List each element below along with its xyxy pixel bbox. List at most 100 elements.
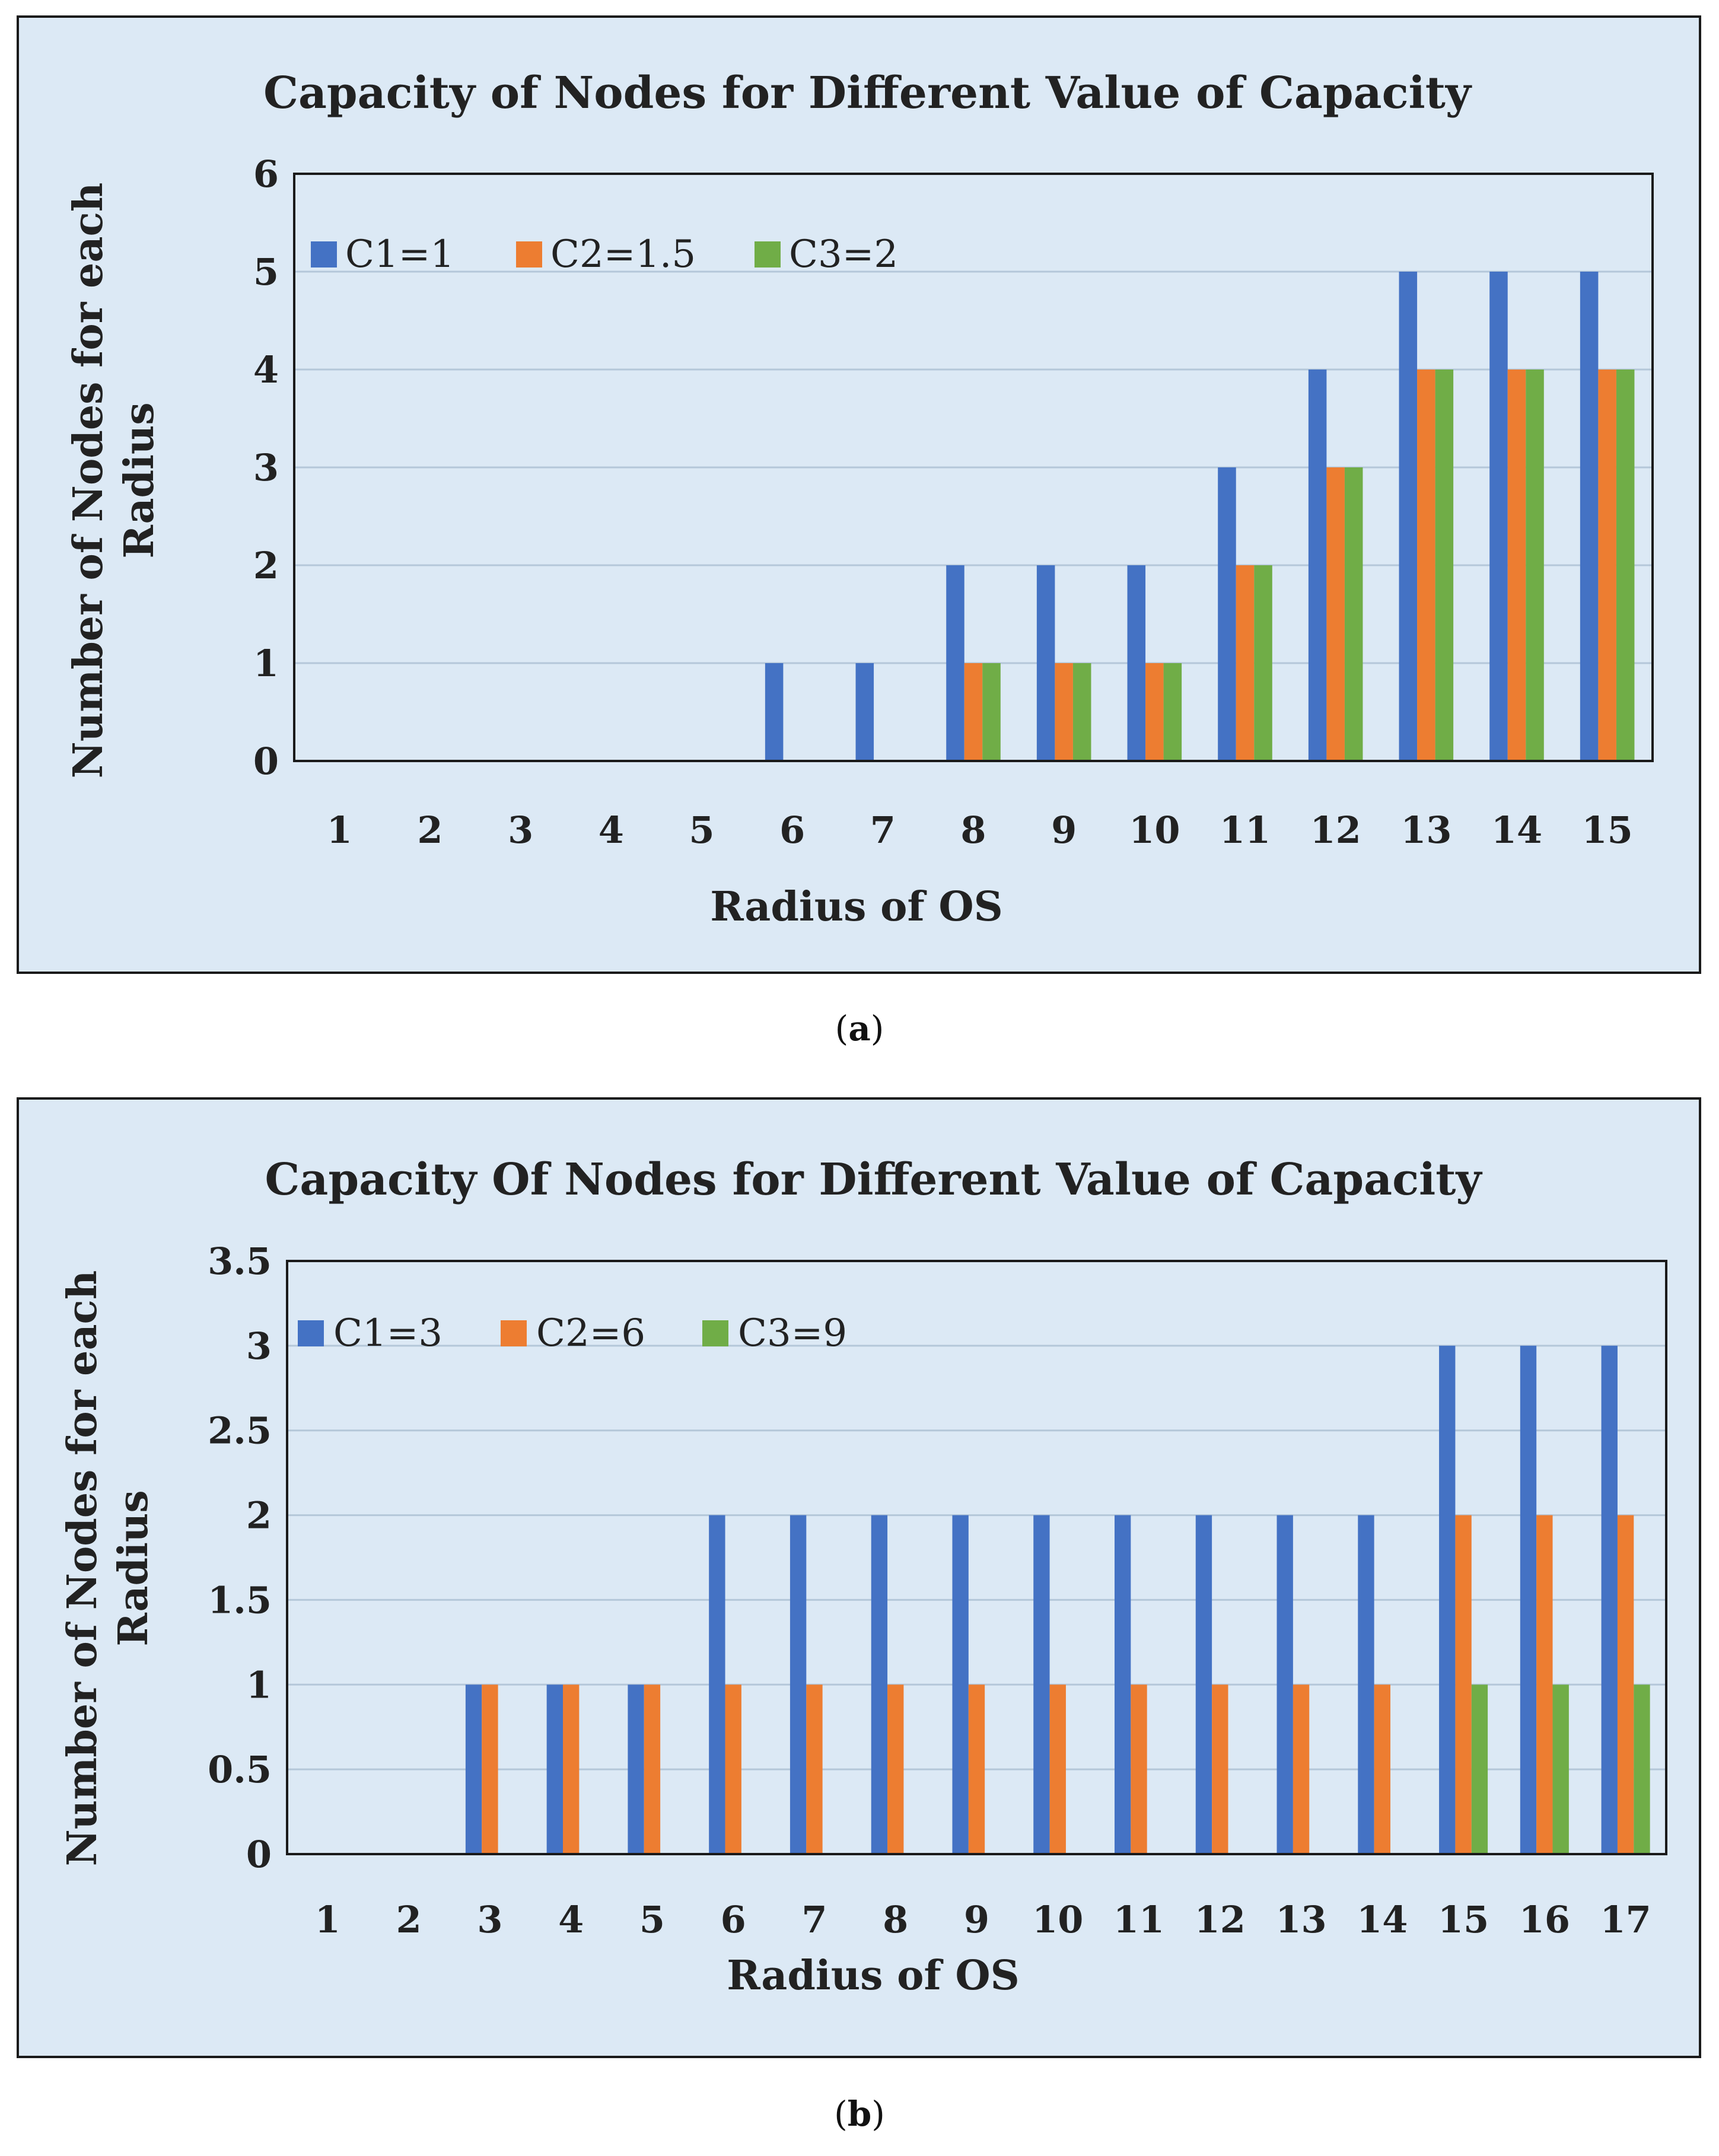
bar-C2=6-r9 [968, 1684, 985, 1854]
chart-b-plot-frame [286, 1260, 1667, 1855]
bar-C3=9-r15 [1471, 1684, 1488, 1854]
x-tick-label: 6 [721, 1898, 746, 1941]
bar-C1=3-r8 [871, 1515, 888, 1854]
caption-a-close: ) [870, 1008, 884, 1049]
chart-b-title: Capacity Of Nodes for Different Value of… [265, 1154, 1483, 1205]
chart-a-ylabel-line2: Radius [116, 402, 163, 558]
x-tick-label: 15 [1438, 1898, 1489, 1941]
x-tick-label: 14 [1491, 808, 1542, 852]
bar-C1=1-r9 [1036, 565, 1055, 761]
x-tick-label: 17 [1600, 1898, 1651, 1941]
chart-b-xlabel: Radius of OS [727, 1952, 1020, 1999]
x-tick-label: 4 [558, 1898, 584, 1941]
bar-C1=3-r12 [1195, 1515, 1212, 1854]
bar-C3=2-r12 [1344, 467, 1363, 761]
bar-C1=1-r8 [946, 565, 964, 761]
legend-swatch-c1 [298, 1320, 324, 1346]
bar-C2=6-r14 [1374, 1684, 1390, 1854]
legend-swatch-c2 [501, 1320, 527, 1346]
bar-C2=6-r15 [1455, 1515, 1472, 1854]
bar-C1=1-r12 [1308, 370, 1327, 761]
bar-C1=1-r10 [1127, 565, 1146, 761]
bar-C2=6-r8 [887, 1684, 904, 1854]
caption-b-letter: b [847, 2094, 872, 2134]
bar-C3=9-r16 [1552, 1684, 1569, 1854]
legend-label-c2: C2=1.5 [550, 233, 696, 276]
legend-swatch-c3 [702, 1320, 728, 1346]
x-tick-label: 2 [396, 1898, 422, 1941]
y-tick-label: 1 [253, 642, 279, 685]
bar-C2=1.5-r9 [1055, 663, 1073, 761]
x-tick-label: 5 [639, 1898, 665, 1941]
bar-C2=1.5-r8 [964, 663, 983, 761]
chart-b-svg: Capacity Of Nodes for Different Value of… [59, 1154, 1667, 1999]
chart-a-xlabel: Radius of OS [710, 883, 1003, 931]
bar-C2=6-r10 [1049, 1684, 1066, 1854]
bar-C1=3-r6 [709, 1515, 725, 1854]
chart-panel-a: Capacity of Nodes for Different Value of… [17, 15, 1701, 974]
caption-b-open: ( [834, 2094, 848, 2134]
chart-b-y-ticks: 0 0.5 1 1.5 2 2.5 3 3.5 [208, 1240, 272, 1876]
chart-a-x-ticks: 1 2 3 4 5 6 7 8 9 10 11 12 13 14 15 [327, 808, 1633, 852]
x-tick-label: 10 [1129, 808, 1180, 852]
chart-panel-b: Capacity Of Nodes for Different Value of… [17, 1097, 1701, 2058]
y-tick-label: 3.5 [208, 1240, 272, 1283]
y-tick-label: 0.5 [208, 1748, 272, 1791]
y-tick-label: 5 [253, 250, 279, 294]
x-tick-label: 9 [964, 1898, 989, 1941]
bar-C1=3-r7 [790, 1515, 807, 1854]
bar-C1=1-r15 [1580, 272, 1599, 761]
bar-C1=3-r15 [1439, 1345, 1456, 1854]
legend-label-c1: C1=3 [333, 1311, 443, 1355]
legend-swatch-c2 [516, 241, 542, 267]
y-tick-label: 2.5 [208, 1409, 272, 1453]
bar-C1=3-r4 [546, 1684, 563, 1854]
chart-a-bars [765, 272, 1635, 761]
caption-b-close: ) [871, 2094, 885, 2134]
legend-label-c3: C3=2 [789, 233, 898, 276]
x-tick-label: 3 [477, 1898, 502, 1941]
chart-b-x-ticks: 1 2 3 4 5 6 7 8 9 10 11 12 13 14 15 16 17 [315, 1898, 1651, 1941]
x-tick-label: 7 [801, 1898, 827, 1941]
y-tick-label: 2 [253, 544, 279, 587]
chart-b-bars [465, 1345, 1650, 1854]
bar-C2=6-r7 [806, 1684, 823, 1854]
bar-C1=1-r11 [1218, 467, 1236, 761]
bar-C2=6-r3 [482, 1684, 498, 1854]
bar-C1=1-r13 [1399, 272, 1418, 761]
x-tick-label: 12 [1310, 808, 1361, 852]
bar-C2=6-r12 [1212, 1684, 1228, 1854]
chart-a-plot-frame [293, 173, 1654, 762]
x-tick-label: 8 [960, 808, 986, 852]
bar-C3=2-r15 [1616, 370, 1635, 761]
bar-C1=1-r14 [1489, 272, 1508, 761]
x-tick-label: 2 [417, 808, 443, 852]
x-tick-label: 1 [327, 808, 352, 852]
bar-C1=1-r6 [765, 663, 784, 761]
bar-C1=3-r5 [628, 1684, 644, 1854]
x-tick-label: 6 [779, 808, 805, 852]
bar-C1=3-r17 [1601, 1345, 1618, 1854]
chart-b-ylabel-line1: Number of Nodes for each [59, 1270, 106, 1867]
caption-a: (a) [0, 1008, 1719, 1049]
x-tick-label: 7 [870, 808, 896, 852]
bar-C3=2-r8 [982, 663, 1001, 761]
bar-C2=1.5-r10 [1145, 663, 1164, 761]
x-tick-label: 13 [1400, 808, 1451, 852]
chart-a-ylabel-line1: Number of Nodes for each [65, 183, 112, 779]
bar-C3=2-r13 [1435, 370, 1454, 761]
legend-label-c2: C2=6 [536, 1311, 645, 1355]
chart-b-legend: C1=3 C2=6 C3=9 [298, 1311, 847, 1355]
bar-C2=1.5-r11 [1236, 565, 1255, 761]
bar-C1=3-r16 [1520, 1345, 1537, 1854]
bar-C3=2-r14 [1526, 370, 1544, 761]
caption-b: (b) [0, 2094, 1719, 2134]
bar-C2=6-r4 [563, 1684, 580, 1854]
bar-C2=6-r16 [1536, 1515, 1553, 1854]
y-tick-label: 6 [253, 152, 279, 196]
x-tick-label: 11 [1113, 1898, 1164, 1941]
x-tick-label: 11 [1220, 808, 1271, 852]
legend-swatch-c1 [311, 241, 337, 267]
legend-label-c1: C1=1 [345, 233, 454, 276]
bar-C1=3-r10 [1033, 1515, 1050, 1854]
